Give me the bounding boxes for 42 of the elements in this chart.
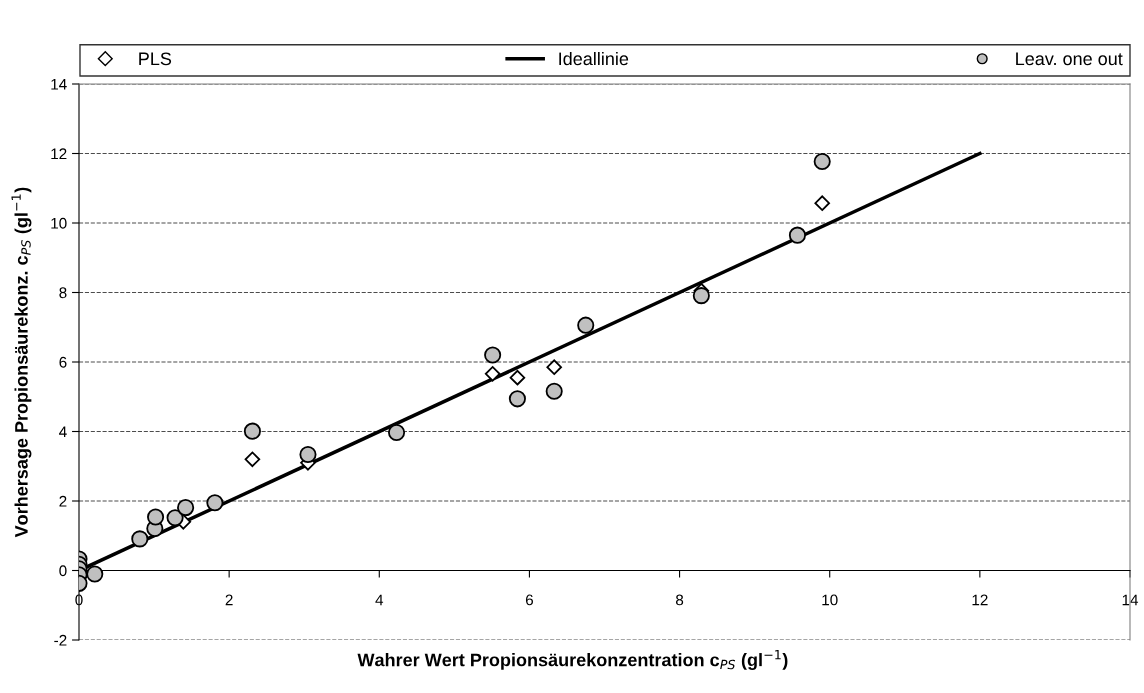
point	[509, 369, 526, 386]
point	[813, 152, 831, 171]
x-tick-label: 2	[225, 594, 233, 606]
point	[508, 390, 526, 408]
point	[788, 226, 806, 244]
legend-label: PLS	[139, 52, 172, 66]
point	[177, 499, 195, 517]
point	[692, 287, 710, 305]
y-tick-label: 12	[51, 148, 67, 160]
y-tick-label: 8	[59, 287, 67, 299]
y-tick-label: 2	[59, 495, 67, 507]
y-tick-label: 10	[51, 217, 67, 229]
point	[814, 195, 830, 211]
point	[166, 509, 184, 527]
legend-label: Leav. one out	[1016, 52, 1123, 66]
x-tick-label: 4	[375, 594, 384, 606]
point	[243, 422, 261, 440]
point	[545, 382, 563, 400]
x-axis-title: Wahrer Wert Propionsäurekonzentration c$_{PS}$ (gl$^{−1}$)	[357, 650, 788, 670]
x-tick-label: 8	[675, 594, 684, 606]
point	[546, 359, 562, 375]
point	[388, 423, 406, 442]
y-tick-label: 4	[59, 426, 67, 438]
point	[299, 445, 317, 463]
point	[147, 508, 165, 526]
point	[206, 494, 224, 512]
x-tick-label: 14	[1122, 594, 1139, 606]
x-tick-label: 6	[525, 594, 534, 606]
point	[244, 451, 261, 468]
x-tick-label: 12	[972, 594, 988, 606]
y-tick-label: 6	[59, 356, 67, 368]
y-tick-label: -2	[54, 634, 67, 646]
point	[577, 316, 595, 334]
legend-label: Ideallinie	[559, 51, 629, 66]
y-tick-label: 14	[51, 79, 67, 90]
point	[484, 346, 502, 364]
x-tick-label: 10	[822, 594, 838, 606]
point	[86, 565, 104, 583]
y-tick-label: 0	[59, 565, 67, 577]
y-axis-title: Vorhersage Propionsäurekonz. c$_{PS}$ (gl$^{−1}$)	[11, 187, 32, 538]
point	[484, 366, 501, 382]
point	[131, 530, 149, 548]
